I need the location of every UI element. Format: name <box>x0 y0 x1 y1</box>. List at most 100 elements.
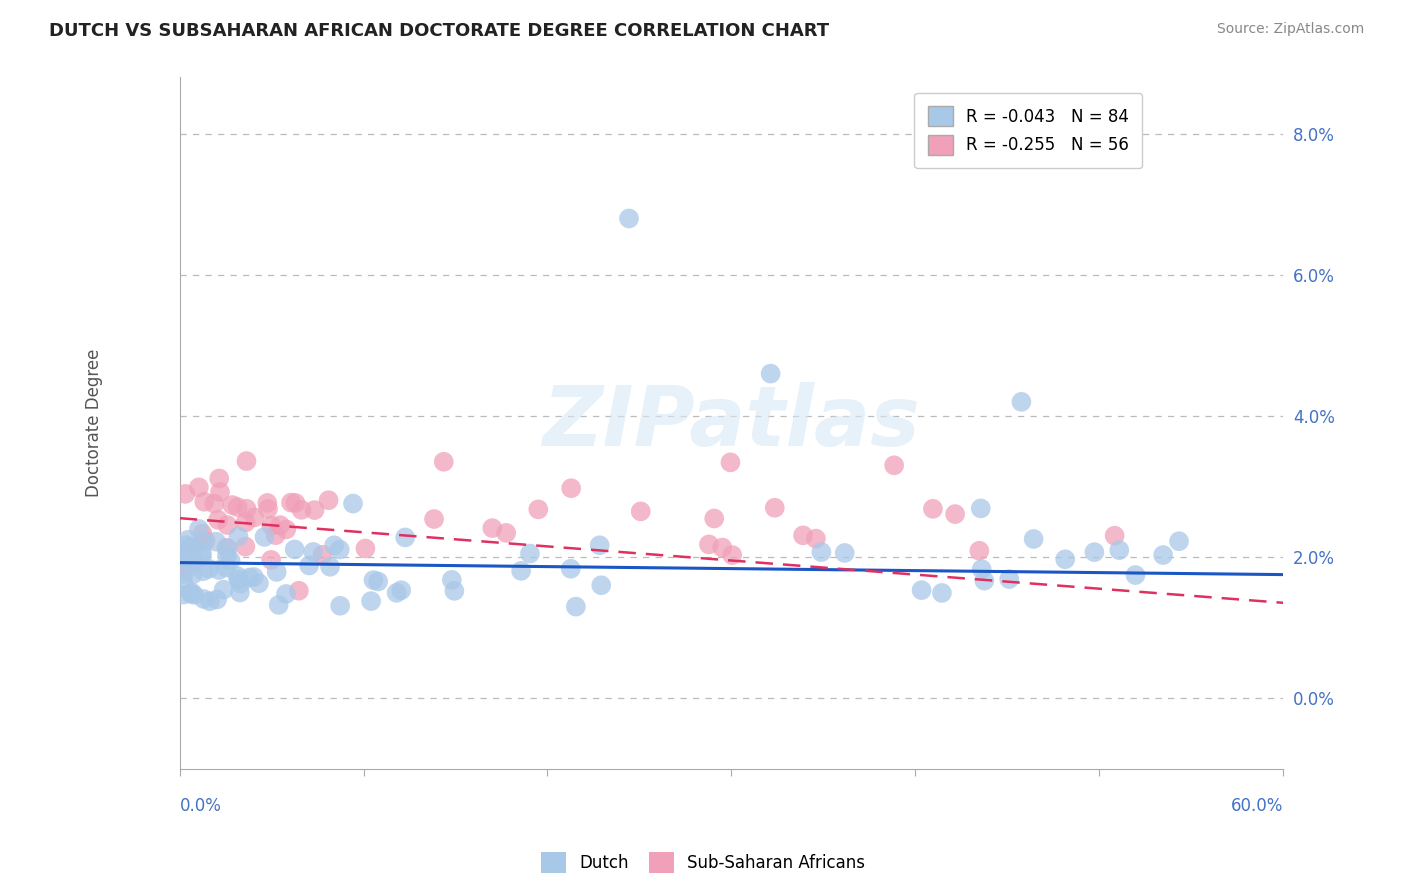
Point <box>243 510 266 524</box>
Point <box>198 594 221 608</box>
Point <box>481 521 503 535</box>
Point <box>208 563 231 577</box>
Point <box>269 518 291 533</box>
Point <box>253 530 276 544</box>
Point <box>187 480 209 494</box>
Point <box>969 543 991 558</box>
Point <box>191 534 214 549</box>
Point <box>191 526 214 541</box>
Point <box>360 594 382 608</box>
Point <box>998 572 1021 586</box>
Point <box>217 541 239 556</box>
Point <box>180 585 202 599</box>
Point <box>229 585 252 599</box>
Point <box>560 562 582 576</box>
Point <box>721 548 744 562</box>
Point <box>208 471 231 485</box>
Point <box>179 550 201 565</box>
Point <box>215 541 238 555</box>
Point <box>943 507 966 521</box>
Point <box>284 496 307 510</box>
Legend: Dutch, Sub-Saharan Africans: Dutch, Sub-Saharan Africans <box>534 846 872 880</box>
Point <box>1010 394 1032 409</box>
Point <box>319 559 342 574</box>
Point <box>235 501 257 516</box>
Point <box>385 586 408 600</box>
Point <box>804 532 827 546</box>
Point <box>191 545 214 559</box>
Point <box>180 587 202 601</box>
Point <box>433 455 456 469</box>
Point <box>970 562 993 576</box>
Point <box>588 538 610 552</box>
Point <box>922 501 945 516</box>
Point <box>205 592 228 607</box>
Point <box>170 560 193 574</box>
Point <box>1083 545 1105 559</box>
Point <box>304 503 326 517</box>
Point <box>711 541 734 555</box>
Point <box>229 576 252 591</box>
Point <box>318 493 340 508</box>
Point <box>257 502 280 516</box>
Point <box>177 533 200 547</box>
Point <box>970 501 993 516</box>
Point <box>174 561 197 575</box>
Point <box>226 569 249 583</box>
Point <box>172 588 194 602</box>
Point <box>1108 543 1130 558</box>
Point <box>527 502 550 516</box>
Point <box>191 549 214 563</box>
Point <box>173 550 195 565</box>
Point <box>931 586 953 600</box>
Point <box>440 573 463 587</box>
Point <box>226 500 249 515</box>
Point <box>792 528 814 542</box>
Point <box>198 562 221 576</box>
Point <box>215 560 238 574</box>
Point <box>1125 568 1147 582</box>
Point <box>274 587 297 601</box>
Point <box>290 503 312 517</box>
Text: 60.0%: 60.0% <box>1230 797 1284 814</box>
Point <box>565 599 588 614</box>
Point <box>288 583 311 598</box>
Point <box>763 500 786 515</box>
Point <box>181 567 204 582</box>
Point <box>810 545 832 559</box>
Point <box>883 458 905 473</box>
Point <box>176 538 198 552</box>
Point <box>354 541 377 556</box>
Point <box>266 565 288 579</box>
Point <box>193 495 215 509</box>
Point <box>191 564 214 578</box>
Point <box>560 481 582 495</box>
Point <box>247 576 270 591</box>
Point <box>264 528 287 542</box>
Point <box>202 497 225 511</box>
Point <box>215 549 238 563</box>
Point <box>181 541 204 555</box>
Text: Source: ZipAtlas.com: Source: ZipAtlas.com <box>1216 22 1364 37</box>
Point <box>342 497 364 511</box>
Point <box>205 534 228 549</box>
Point <box>423 512 446 526</box>
Point <box>495 525 517 540</box>
Point <box>1152 548 1174 562</box>
Point <box>221 498 243 512</box>
Point <box>180 540 202 554</box>
Point <box>389 583 412 598</box>
Point <box>256 496 278 510</box>
Point <box>1168 534 1191 549</box>
Point <box>1022 532 1045 546</box>
Point <box>243 570 266 584</box>
Point <box>834 546 856 560</box>
Point <box>973 574 995 588</box>
Point <box>759 367 782 381</box>
Point <box>394 530 416 544</box>
Point <box>284 542 307 557</box>
Point <box>1054 552 1077 566</box>
Point <box>260 553 283 567</box>
Point <box>207 513 229 527</box>
Point <box>591 578 613 592</box>
